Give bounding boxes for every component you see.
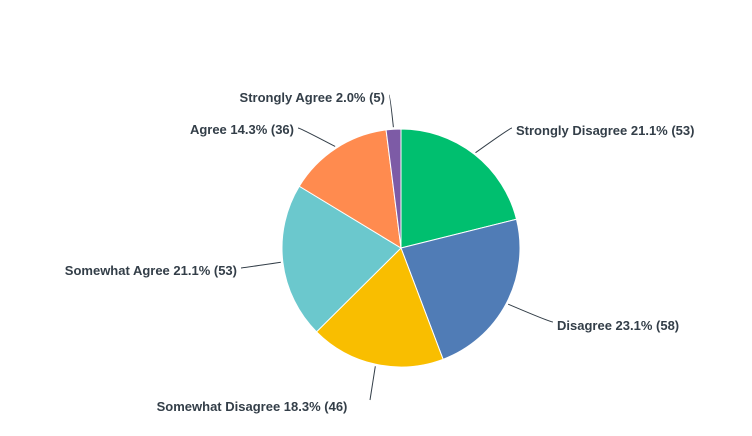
slice-label: Disagree 23.1% (58) bbox=[557, 318, 679, 333]
leader-line bbox=[240, 261, 281, 269]
leader-line bbox=[297, 127, 336, 147]
leader-line bbox=[388, 94, 394, 128]
leader-line bbox=[475, 127, 513, 154]
pie-slice-somewhat-agree[interactable] bbox=[281, 185, 402, 333]
slice-label: Agree 14.3% (36) bbox=[190, 122, 294, 137]
pie-slice-strongly-disagree[interactable] bbox=[400, 128, 518, 249]
pie-slice-agree[interactable] bbox=[298, 129, 402, 249]
slice-label: Somewhat Agree 21.1% (53) bbox=[65, 263, 237, 278]
slice-label: Strongly Disagree 21.1% (53) bbox=[516, 123, 694, 138]
pie-slice-strongly-agree[interactable] bbox=[385, 128, 402, 249]
leader-line bbox=[369, 366, 376, 401]
pie-slice-disagree[interactable] bbox=[400, 218, 521, 360]
slice-label: Strongly Agree 2.0% (5) bbox=[240, 90, 385, 105]
pie-slice-somewhat-disagree[interactable] bbox=[315, 247, 444, 368]
slice-label: Somewhat Disagree 18.3% (46) bbox=[157, 399, 348, 414]
leader-line bbox=[507, 303, 554, 323]
